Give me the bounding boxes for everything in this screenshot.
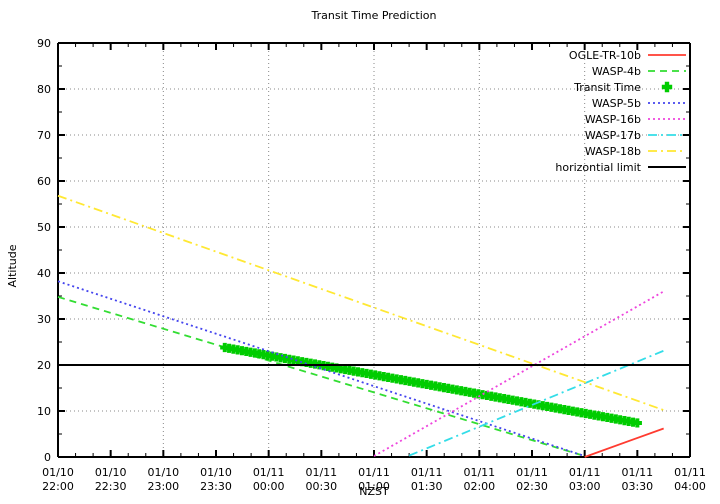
x-tick-label-time: 03:00 — [569, 480, 601, 493]
x-tick-label-date: 01/11 — [674, 466, 706, 479]
x-axis-label: NZST — [359, 485, 389, 498]
legend-label-1: WASP-4b — [592, 65, 641, 78]
chart-legend: OGLE-TR-10b WASP-4b Transit Time WASP-5b WAS… — [555, 49, 686, 174]
series-line — [408, 349, 665, 457]
data-series-layer — [57, 194, 690, 458]
legend-label-0: OGLE-TR-10b — [569, 49, 641, 62]
x-tick-label-time: 22:00 — [42, 480, 74, 493]
x-tick-label-time: 01:00 — [358, 480, 390, 493]
y-axis-label: Altitude — [6, 244, 19, 287]
series-wasp-17b — [408, 349, 665, 457]
y-tick-label: 90 — [37, 37, 51, 50]
y-tick-label: 40 — [37, 267, 51, 280]
x-tick-label-time: 22:30 — [95, 480, 127, 493]
y-tick-label: 10 — [37, 405, 51, 418]
series-ogle-tr-10b — [584, 427, 664, 458]
y-tick-label: 60 — [37, 175, 51, 188]
x-tick-label-time: 01:30 — [411, 480, 443, 493]
x-tick-label-date: 01/11 — [253, 466, 285, 479]
x-tick-label-date: 01/11 — [411, 466, 443, 479]
legend-label-6: WASP-18b — [585, 145, 641, 158]
x-tick-label-time: 04:00 — [674, 480, 706, 493]
x-tick-label-date: 01/10 — [200, 466, 232, 479]
x-tick-label-time: 00:30 — [305, 480, 337, 493]
series-line — [373, 290, 665, 457]
legend-label-2: Transit Time — [573, 81, 641, 94]
tick-labels: 010203040506070809001/1022:0001/1022:300… — [37, 37, 706, 493]
series-wasp-16b — [373, 290, 665, 457]
chart-title: Transit Time Prediction — [311, 9, 437, 22]
x-tick-label-time: 03:30 — [621, 480, 653, 493]
legend-label-5: WASP-17b — [585, 129, 641, 142]
x-tick-label-date: 01/11 — [621, 466, 653, 479]
y-tick-label: 50 — [37, 221, 51, 234]
x-tick-label-date: 01/11 — [569, 466, 601, 479]
legend-marker-2 — [661, 81, 673, 93]
y-tick-label: 20 — [37, 359, 51, 372]
series-wasp-18b — [57, 194, 664, 411]
x-tick-label-date: 01/11 — [463, 466, 495, 479]
y-tick-label: 70 — [37, 129, 51, 142]
transit-time-marker — [632, 418, 642, 428]
x-tick-label-date: 01/10 — [147, 466, 179, 479]
x-tick-label-time: 00:00 — [253, 480, 285, 493]
y-tick-label: 30 — [37, 313, 51, 326]
series-line — [584, 427, 664, 458]
series-line — [57, 296, 585, 457]
x-tick-label-time: 23:00 — [147, 480, 179, 493]
legend-label-7: horizontial limit — [555, 161, 641, 174]
x-tick-label-time: 02:00 — [463, 480, 495, 493]
x-tick-label-date: 01/10 — [95, 466, 127, 479]
y-tick-label: 80 — [37, 83, 51, 96]
x-tick-label-time: 02:30 — [516, 480, 548, 493]
x-tick-label-date: 01/10 — [42, 466, 74, 479]
y-tick-label: 0 — [44, 451, 51, 464]
legend-label-3: WASP-5b — [592, 97, 641, 110]
x-tick-label-date: 01/11 — [358, 466, 390, 479]
x-tick-label-time: 23:30 — [200, 480, 232, 493]
x-tick-label-date: 01/11 — [516, 466, 548, 479]
series-transit-time — [220, 342, 642, 428]
series-line — [57, 194, 664, 411]
x-tick-label-date: 01/11 — [305, 466, 337, 479]
legend-label-4: WASP-16b — [585, 113, 641, 126]
series-wasp-4b — [57, 296, 585, 457]
